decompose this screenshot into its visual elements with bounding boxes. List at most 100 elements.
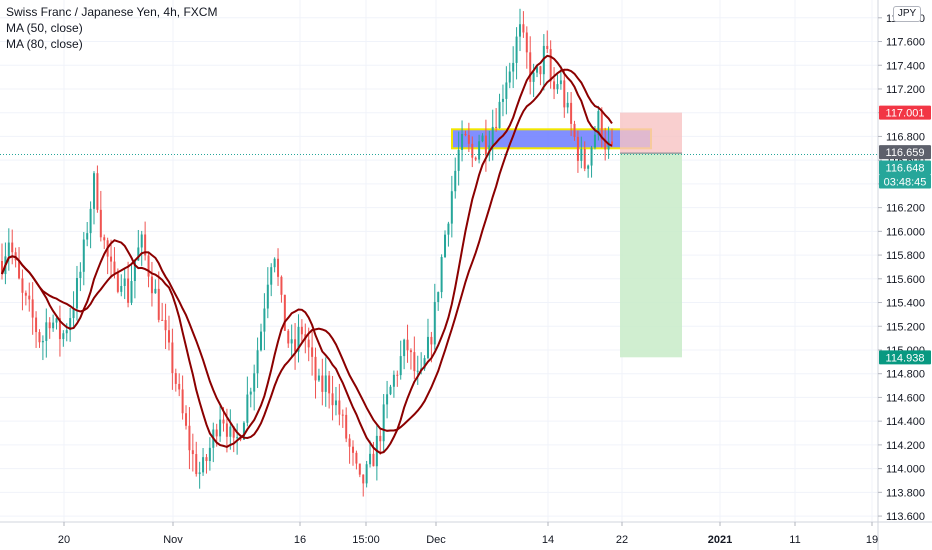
y-tick-label: 114.200 [886,440,925,452]
candle-body [24,292,27,296]
candle-body [147,255,150,277]
candle-body [334,400,337,406]
candle-body [518,24,521,37]
candle-body [41,340,44,343]
candle-body [300,326,303,335]
candle-body [103,237,106,241]
time-axis[interactable]: 20 Nov 16 15:00 Dec 14 22 2021 11 19 [0,521,932,546]
candle-body [236,437,239,439]
candle-body [426,336,429,359]
candle-body [52,322,55,329]
price-label-current: 116.648 [879,160,931,175]
price-label-stop: 117.001 [879,105,931,120]
candle-body [287,330,290,344]
candle-body [590,147,593,166]
candle-body [328,375,331,394]
grid [0,0,878,522]
candle-body [570,102,573,124]
y-tick-label: 117.600 [886,37,925,49]
candle-body [467,135,470,144]
candle-body [556,84,559,90]
candle-body [242,422,245,440]
candle-body [294,339,297,352]
price-label-bg [879,174,931,189]
candle-body [549,49,552,82]
candle-body [58,318,61,340]
chart-legend: Swiss Franc / Japanese Yen, 4h, FXCM MA … [6,4,217,52]
price-label-timer: 03:48:45 [879,174,931,189]
x-tick-label: Nov [163,534,183,546]
candle-body [62,333,65,340]
candle-body [593,134,596,148]
candle-body [137,247,140,261]
x-tick-label: 2021 [708,534,732,546]
candle-body [82,239,85,272]
candle-body [576,136,579,161]
x-tick-label: 14 [542,534,554,546]
candle-body [444,234,447,257]
candle-body [546,45,549,50]
candle-body [413,352,416,372]
candle-body [583,148,586,169]
candle-body [133,260,136,281]
ma80-legend[interactable]: MA (80, close) [6,37,83,51]
price-axis[interactable]: 113.600 113.800 114.000 114.200 114.400 114.6… [877,0,925,550]
y-tick-label: 115.400 [886,298,925,310]
candle-body [317,375,320,381]
candle-body [389,386,392,395]
candle-body [11,242,14,253]
y-tick-label: 114.400 [886,416,925,428]
x-tick-label: 22 [616,534,628,546]
x-tick-label: 19 [866,534,878,546]
candle-body [566,102,569,108]
candle-body [437,292,440,302]
candle-body [386,394,389,405]
candle-body [307,339,310,348]
candle-body [379,435,382,442]
candle-body [416,370,419,372]
candle-body [512,62,515,72]
candle-body [181,389,184,414]
y-tick-label: 116.000 [886,226,925,238]
ma50-legend[interactable]: MA (50, close) [6,21,83,35]
candle-body [178,383,181,390]
candle-body [365,464,368,484]
candle-body [539,66,542,75]
candle-body [290,339,293,344]
candle-body [491,126,494,146]
price-label-text: 117.001 [886,108,925,120]
candle-body [498,101,501,128]
candle-body [471,143,474,158]
candle-body [522,24,525,33]
candle-body [161,319,164,321]
symbol-title[interactable]: Swiss Franc / Japanese Yen, 4h, FXCM [6,5,218,19]
price-label-text: 116.659 [886,147,925,159]
candle-body [263,308,266,332]
candle-body [484,135,487,156]
candle-body [604,139,607,150]
candle-body [38,332,41,343]
candle-body [352,446,355,453]
candle-body [188,425,191,451]
price-label-bg [879,350,931,365]
candles [1,8,613,497]
candle-body [447,223,450,235]
candle-body [127,278,130,303]
candle-body [372,453,375,467]
price-label-text: 116.648 [886,162,925,174]
candle-body [35,317,38,333]
candle-body [246,394,249,423]
candle-body [553,81,556,90]
candle-body [297,326,300,352]
candle-body [358,463,361,475]
candle-body [382,404,385,442]
candle-body [154,288,157,294]
candle-body [311,347,314,357]
candle-body [191,450,194,455]
candle-body [225,423,228,437]
candle-body [232,426,235,438]
candle-body [144,234,147,256]
candle-body [120,286,123,292]
currency-badge[interactable]: JPY [893,6,921,22]
